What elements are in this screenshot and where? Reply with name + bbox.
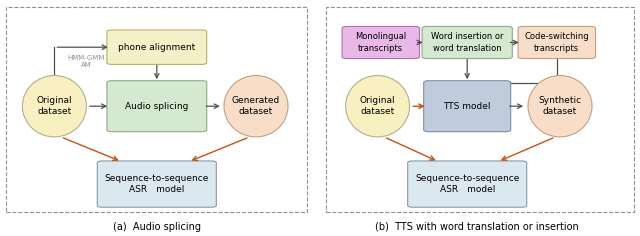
FancyBboxPatch shape (342, 26, 420, 59)
FancyBboxPatch shape (97, 161, 216, 207)
FancyBboxPatch shape (408, 161, 527, 207)
Text: phone alignment: phone alignment (118, 43, 195, 52)
Text: Original
dataset: Original dataset (360, 96, 396, 116)
Text: (a)  Audio splicing: (a) Audio splicing (113, 222, 201, 232)
Ellipse shape (528, 76, 592, 137)
Text: Code-switching
transcripts: Code-switching transcripts (525, 32, 589, 53)
Ellipse shape (224, 76, 288, 137)
FancyBboxPatch shape (422, 26, 512, 59)
Text: Monolingual
transcripts: Monolingual transcripts (355, 32, 406, 53)
Text: Audio splicing: Audio splicing (125, 102, 189, 111)
FancyBboxPatch shape (107, 30, 207, 64)
Ellipse shape (22, 76, 86, 137)
Text: Sequence-to-sequence
ASR model: Sequence-to-sequence ASR model (415, 174, 520, 194)
Text: (b)  TTS with word translation or insertion: (b) TTS with word translation or inserti… (375, 222, 579, 232)
Ellipse shape (346, 76, 410, 137)
Text: Original
dataset: Original dataset (36, 96, 72, 116)
Text: Sequence-to-sequence
ASR model: Sequence-to-sequence ASR model (104, 174, 209, 194)
FancyBboxPatch shape (518, 26, 595, 59)
FancyBboxPatch shape (107, 81, 207, 132)
FancyBboxPatch shape (424, 81, 511, 132)
Text: Synthetic
dataset: Synthetic dataset (538, 96, 582, 116)
Text: TTS model: TTS model (444, 102, 491, 111)
Text: Generated
dataset: Generated dataset (232, 96, 280, 116)
Text: HMM-GMM
AM: HMM-GMM AM (68, 55, 105, 68)
Text: Word insertion or
word translation: Word insertion or word translation (431, 32, 504, 53)
